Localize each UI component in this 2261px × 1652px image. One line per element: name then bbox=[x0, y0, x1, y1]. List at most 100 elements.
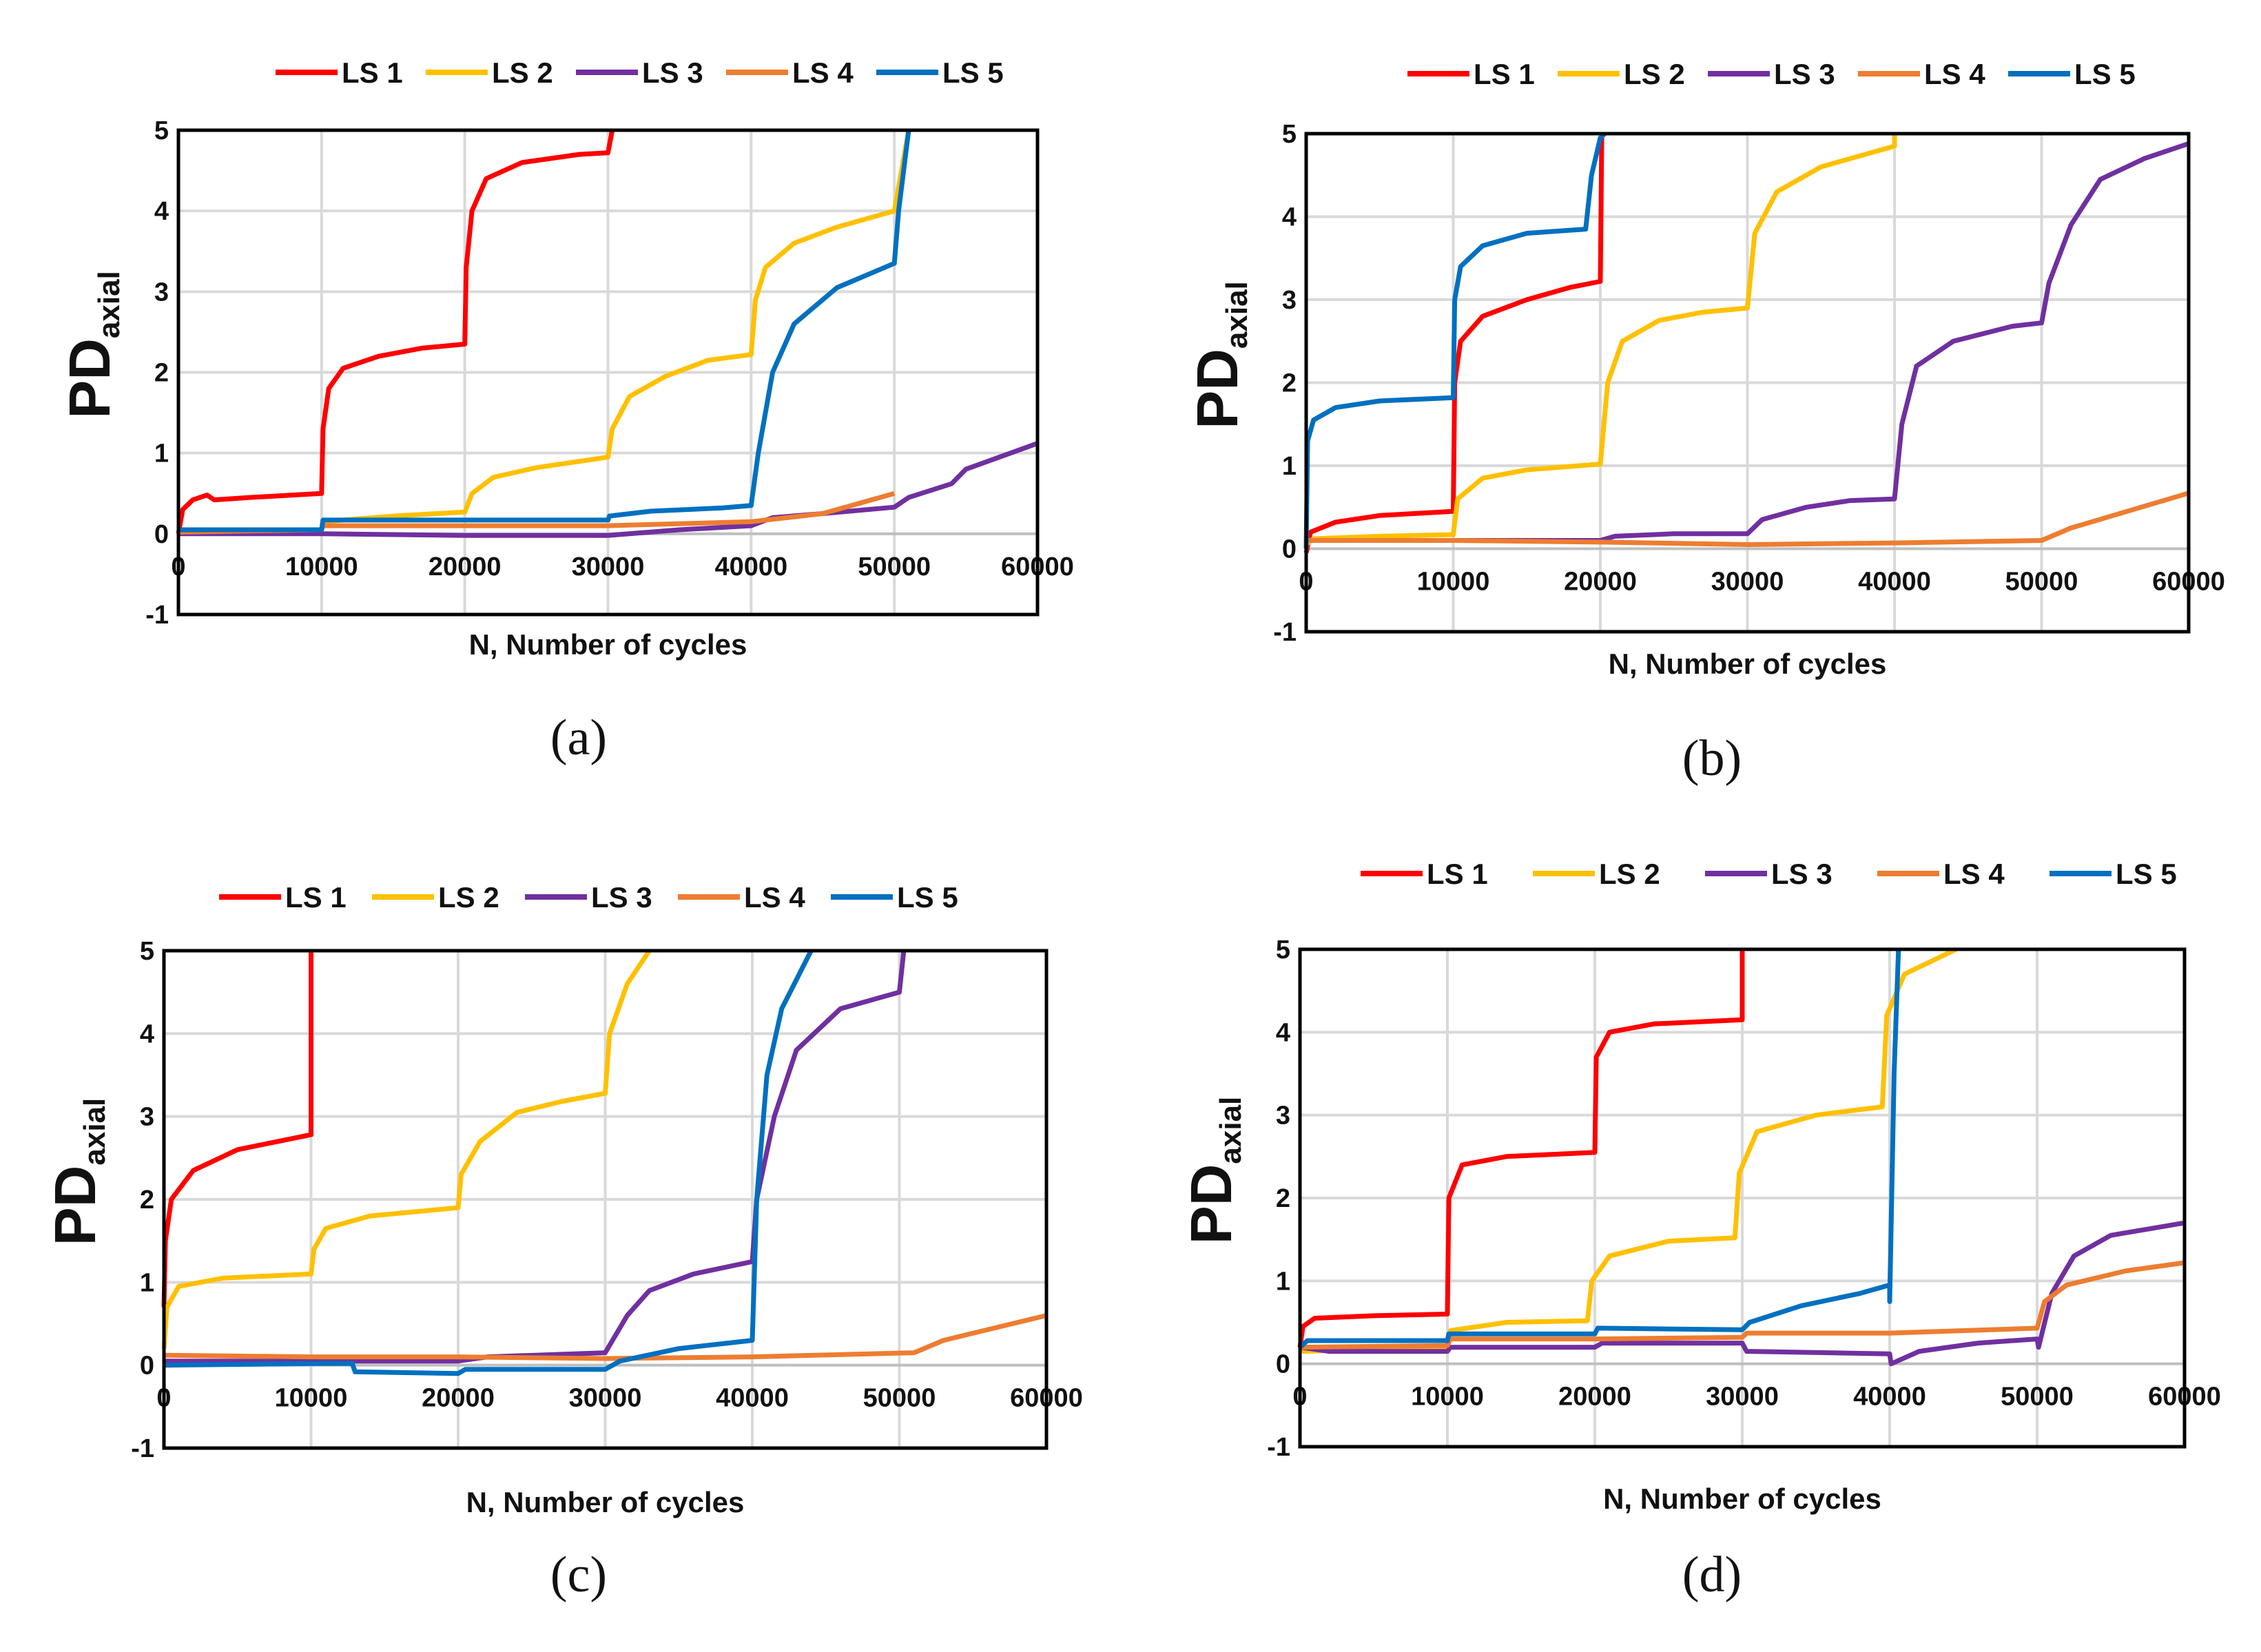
x-tick-label: 20000 bbox=[1564, 568, 1637, 597]
plot-frame bbox=[162, 949, 1049, 1450]
y-tick-label: 2 bbox=[1282, 369, 1297, 398]
x-tick-label: 10000 bbox=[275, 1384, 348, 1413]
x-tick-label: 20000 bbox=[1558, 1383, 1631, 1412]
legend-label: LS 1 bbox=[342, 56, 403, 89]
y-axis-label-main: PD bbox=[1179, 1164, 1243, 1245]
legend-label: LS 2 bbox=[492, 56, 553, 89]
x-axis-label: N, Number of cycles bbox=[1609, 648, 1887, 680]
series-line-ls4 bbox=[1306, 491, 2189, 547]
y-tick-label: 3 bbox=[1276, 1102, 1290, 1130]
y-tick-label: 2 bbox=[1276, 1184, 1290, 1213]
y-axis-label-subscript: axial bbox=[78, 1098, 112, 1166]
y-axis-label-main: PD bbox=[57, 338, 122, 419]
y-tick-label: 4 bbox=[1276, 1018, 1290, 1047]
y-tick-label: -1 bbox=[145, 601, 169, 630]
y-tick-label: 5 bbox=[1276, 936, 1290, 964]
series-line-ls2 bbox=[161, 949, 652, 1349]
x-tick-label: 50000 bbox=[2005, 568, 2078, 597]
y-tick-label: 4 bbox=[140, 1020, 154, 1049]
y-axis-label: PDaxial bbox=[43, 1098, 112, 1246]
legend-label: LS 3 bbox=[1771, 858, 1832, 890]
series-line-ls1 bbox=[176, 130, 615, 535]
legend-label: LS 3 bbox=[642, 56, 703, 89]
y-axis-label: PDaxial bbox=[57, 271, 126, 419]
legend-label: LS 2 bbox=[1599, 858, 1660, 890]
x-tick-label: 10000 bbox=[1411, 1383, 1484, 1412]
series-line-ls1 bbox=[1303, 133, 1604, 554]
plot-frame bbox=[1298, 947, 2187, 1449]
legend-label: LS 4 bbox=[1924, 58, 1985, 90]
legend-label: LS 1 bbox=[285, 881, 347, 913]
y-tick-label: 0 bbox=[140, 1352, 154, 1381]
series-line-ls1 bbox=[1297, 949, 1745, 1348]
y-tick-label: 5 bbox=[140, 937, 154, 966]
x-tick-label: 20000 bbox=[429, 553, 502, 581]
y-tick-label: 0 bbox=[1276, 1350, 1290, 1379]
series-line-ls2 bbox=[178, 130, 911, 533]
legend-label: LS 5 bbox=[2116, 858, 2177, 890]
series-line-ls3 bbox=[1306, 141, 2190, 543]
series-line-ls1 bbox=[161, 951, 313, 1308]
x-tick-label: 50000 bbox=[858, 553, 931, 581]
y-tick-label: -1 bbox=[131, 1434, 154, 1463]
legend-label: LS 2 bbox=[1624, 58, 1685, 90]
series-line-ls4 bbox=[163, 1313, 1047, 1361]
y-tick-label: 1 bbox=[1276, 1267, 1290, 1296]
plot-frame bbox=[176, 128, 1040, 617]
plot-frame bbox=[1304, 132, 2191, 634]
series-line-ls2 bbox=[1304, 134, 1897, 547]
series-line-ls5 bbox=[178, 130, 911, 533]
y-tick-label: -1 bbox=[1267, 1433, 1290, 1462]
x-axis-label: N, Number of cycles bbox=[469, 628, 747, 661]
legend-label: LS 5 bbox=[942, 56, 1004, 89]
series-line-ls5 bbox=[1303, 132, 1607, 549]
legend-label: LS 3 bbox=[591, 881, 652, 913]
legend-label: LS 5 bbox=[2074, 58, 2136, 90]
x-tick-label: 50000 bbox=[2001, 1383, 2074, 1412]
y-tick-label: 4 bbox=[1282, 203, 1297, 232]
y-tick-label: 1 bbox=[154, 440, 169, 468]
x-tick-label: 40000 bbox=[716, 1384, 789, 1413]
x-axis-label: N, Number of cycles bbox=[466, 1486, 745, 1518]
legend-label: LS 4 bbox=[744, 881, 805, 913]
series-line-ls2 bbox=[1299, 947, 1957, 1354]
panel-label: (a) bbox=[550, 710, 607, 766]
series-line-ls3 bbox=[164, 950, 907, 1364]
y-axis-label-main: PD bbox=[1185, 349, 1250, 429]
legend-label: LS 3 bbox=[1774, 58, 1835, 90]
legend-label: LS 1 bbox=[1474, 58, 1535, 90]
y-axis-label-main: PD bbox=[43, 1166, 107, 1246]
x-tick-label: 40000 bbox=[1853, 1383, 1926, 1412]
x-axis-label: N, Number of cycles bbox=[1603, 1483, 1881, 1515]
y-tick-label: 3 bbox=[140, 1103, 154, 1132]
x-tick-label: 50000 bbox=[863, 1384, 936, 1413]
x-tick-label: 40000 bbox=[1858, 568, 1931, 597]
y-tick-label: 1 bbox=[140, 1268, 154, 1297]
y-tick-label: 2 bbox=[140, 1186, 154, 1215]
series-line-ls5 bbox=[163, 949, 814, 1376]
legend-label: LS 2 bbox=[438, 881, 499, 913]
x-tick-label: 30000 bbox=[1711, 568, 1784, 597]
y-tick-label: 5 bbox=[154, 116, 169, 145]
y-tick-label: 2 bbox=[154, 359, 169, 388]
y-tick-label: 0 bbox=[1282, 535, 1297, 564]
y-axis-label: PDaxial bbox=[1179, 1097, 1248, 1245]
y-axis-label-subscript: axial bbox=[1214, 1097, 1248, 1164]
x-tick-label: 40000 bbox=[714, 553, 787, 581]
y-tick-label: 3 bbox=[154, 278, 169, 307]
y-tick-label: 5 bbox=[1282, 120, 1297, 149]
y-axis-label-subscript: axial bbox=[1220, 281, 1254, 349]
legend-label: LS 5 bbox=[897, 881, 958, 913]
panel-label: (b) bbox=[1682, 730, 1742, 787]
y-tick-label: 4 bbox=[154, 197, 169, 226]
y-tick-label: 0 bbox=[154, 520, 169, 549]
x-tick-label: 10000 bbox=[1417, 568, 1490, 597]
y-tick-label: 1 bbox=[1282, 452, 1297, 481]
panel-label: (c) bbox=[550, 1547, 607, 1603]
x-tick-label: 30000 bbox=[572, 553, 645, 581]
